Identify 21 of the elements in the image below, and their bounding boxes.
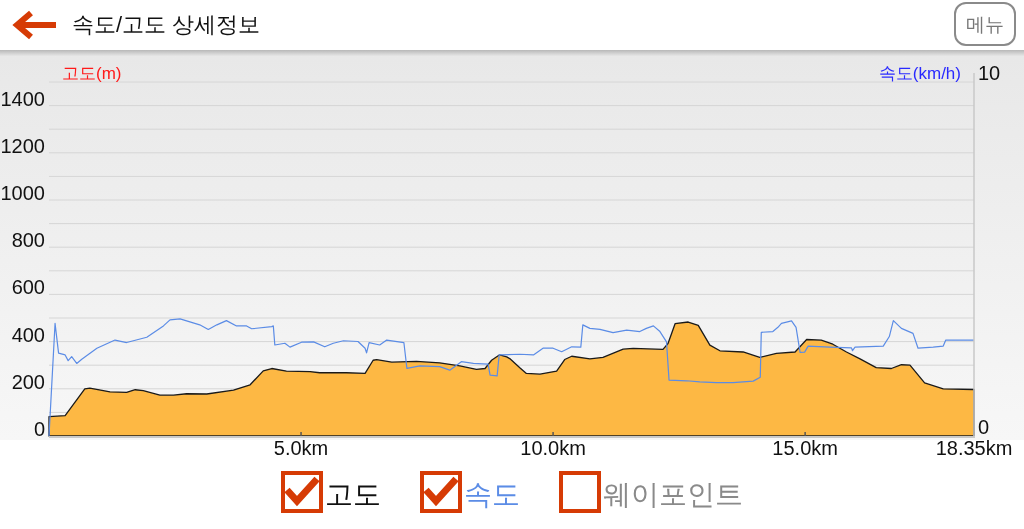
button-menu: 메뉴 — [954, 2, 1016, 46]
x-tick-label: 18.35km — [935, 437, 1013, 459]
legend-label: 웨이포인트 — [603, 479, 743, 510]
y2-tick-label: 0 — [978, 416, 990, 438]
y-tick-label: 1400 — [0, 87, 45, 110]
y-tick-label: 1000 — [0, 182, 45, 204]
y-tick-label: 800 — [11, 229, 45, 252]
x-tick-label: 5.0km — [273, 437, 329, 459]
series-label: 고도 — [325, 479, 381, 510]
chart-title: 속도/고도 상세정보 — [72, 12, 261, 37]
y2-tick-label: 10 — [978, 62, 1001, 84]
y-tick-label: 200 — [11, 370, 45, 393]
x-tick-label: 10.0km — [520, 437, 586, 459]
header: 속도/고도 상세정보 메뉴 — [12, 2, 1016, 46]
y-tick-label: 1200 — [0, 134, 45, 157]
y-tick-label: 600 — [11, 276, 45, 299]
y-tick-label: 0 — [33, 418, 45, 440]
y2-axis-title: 속도(km/h) — [878, 64, 961, 83]
y-axis-title: 고도(m) — [62, 64, 122, 83]
x-tick-label: 15.0km — [772, 437, 838, 459]
y-tick-label: 400 — [11, 323, 45, 346]
